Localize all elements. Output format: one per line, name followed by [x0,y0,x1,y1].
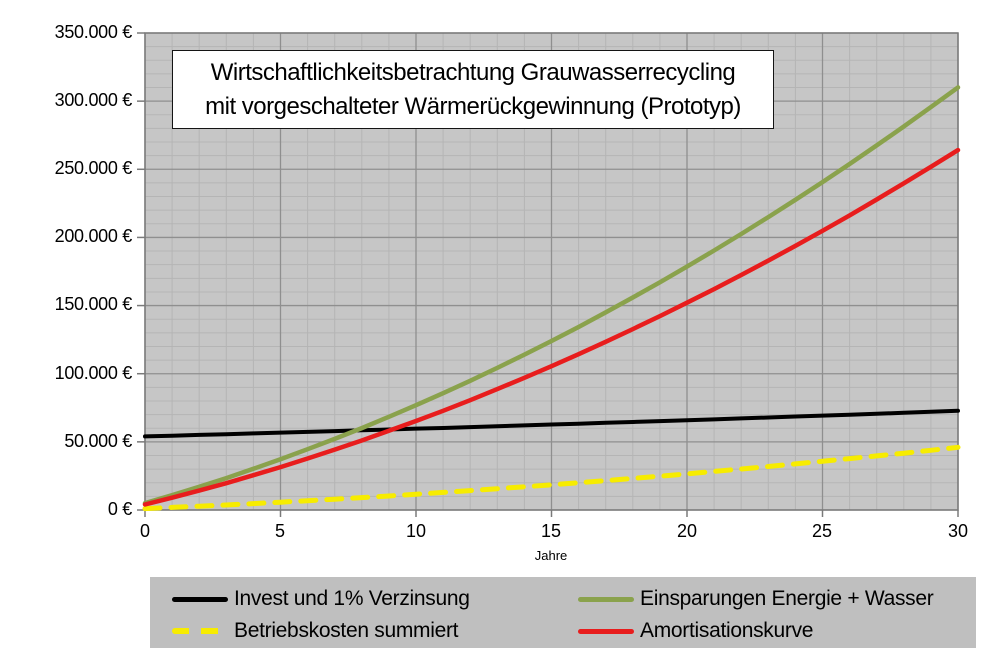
legend-key-betriebskosten-line [172,628,228,634]
x-axis-label: 15 [540,521,562,541]
legend-key-invest-line [172,596,228,602]
y-axis-label: 200.000 € [54,226,133,246]
legend: Invest und 1% Verzinsung Betriebskosten … [150,577,976,648]
y-axis-label: 150.000 € [54,294,133,314]
legend-item-betriebskosten: Betriebskosten summiert [172,618,458,644]
legend-item-invest: Invest und 1% Verzinsung [172,586,470,612]
y-axis-label: 300.000 € [54,90,133,110]
legend-item-einsparungen: Einsparungen Energie + Wasser [578,586,934,612]
x-axis-label: 25 [811,521,833,541]
legend-label: Invest und 1% Verzinsung [234,587,470,610]
legend-item-amortisation: Amortisationskurve [578,618,813,644]
y-axis-label: 0 € [107,499,132,519]
chart-title: Wirtschaftlichkeitsbetrachtung Grauwasse… [172,50,774,129]
legend-label: Amortisationskurve [640,619,814,642]
legend-key-einsparungen-line [578,596,634,602]
y-axis-label: 250.000 € [54,158,133,178]
x-axis-label: 20 [676,521,698,541]
x-axis-label: 10 [405,521,427,541]
legend-label: Betriebskosten summiert [234,619,459,642]
y-axis-label: 50.000 € [64,431,132,451]
x-axis-label: 30 [947,521,969,541]
x-axis-title: Jahre [534,548,568,563]
chart-title-line1: Wirtschaftlichkeitsbetrachtung Grauwasse… [210,58,736,86]
x-axis-label: 0 [139,521,150,541]
legend-label: Einsparungen Energie + Wasser [640,587,934,610]
legend-key-amortisation-line [578,628,634,634]
x-axis-label: 5 [274,521,285,541]
chart-title-line2: mit vorgeschalteter Wärmerückgewinnung (… [205,92,741,120]
y-axis-label: 100.000 € [54,363,133,383]
y-axis-label: 350.000 € [54,22,133,42]
